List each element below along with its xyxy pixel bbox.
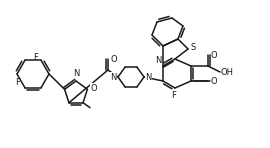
Text: N: N [73, 69, 79, 78]
Text: O: O [211, 50, 218, 59]
Text: O: O [111, 54, 118, 63]
Text: O: O [211, 77, 218, 86]
Text: F: F [33, 53, 38, 62]
Text: O: O [90, 84, 97, 93]
Text: OH: OH [221, 67, 234, 77]
Text: N: N [111, 73, 117, 82]
Text: F: F [16, 78, 21, 86]
Text: F: F [171, 91, 176, 100]
Text: S: S [191, 42, 196, 52]
Text: N: N [156, 56, 162, 65]
Text: N: N [145, 73, 151, 82]
